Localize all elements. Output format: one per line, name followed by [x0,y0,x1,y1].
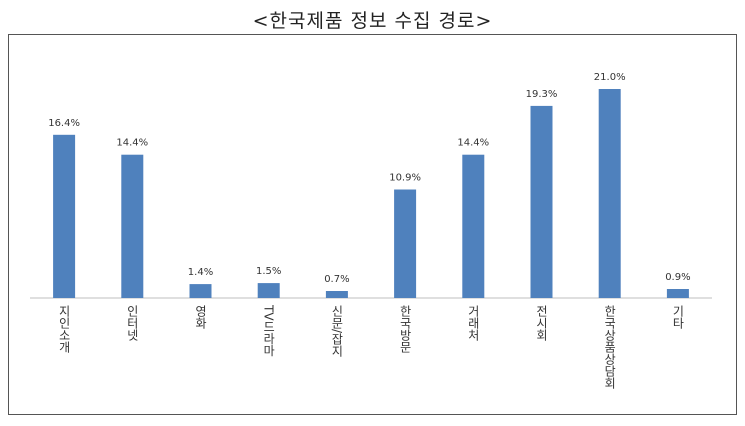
bar-0 [53,134,76,298]
category-label-9: 기타 [671,305,685,329]
bar-1 [121,154,144,298]
data-label-6: 14.4% [457,138,489,149]
data-label-4: 0.7% [324,274,349,285]
category-labels-group: 지인소개 인터넷 영화 TV드라마 신문/잡지 한국방문 거래처 전시회 한국상품상담회 기타 [57,304,685,389]
data-label-8: 21.0% [594,72,626,83]
category-label-7: 전시회 [535,305,549,341]
data-label-0: 16.4% [48,118,80,129]
category-label-1: 인터넷 [125,305,139,341]
data-label-9: 0.9% [665,272,690,283]
category-label-8: 한국상품상담회 [603,305,617,389]
category-label-3: TV드라마 [262,304,276,357]
category-label-6: 거래처 [466,305,480,341]
bar-6 [462,154,485,298]
category-label-5: 한국방문 [398,305,412,353]
category-label-2: 영화 [194,305,208,329]
bar-5 [394,189,417,298]
data-label-5: 10.9% [389,173,421,184]
bar-2 [189,284,212,298]
data-label-3: 1.5% [256,266,281,277]
category-label-4: 신문/잡지 [330,305,344,357]
bar-8 [598,89,621,298]
data-label-1: 14.4% [116,138,148,149]
chart-title: <한국제품 정보 수집 경로> [252,10,493,32]
bar-9 [666,289,689,298]
bar-3 [257,283,280,298]
data-label-2: 1.4% [188,267,213,278]
category-label-0: 지인소개 [57,305,71,353]
bar-7 [530,105,553,299]
bars-group [53,89,689,299]
data-label-7: 19.3% [526,89,558,100]
data-labels-group: 16.4% 14.4% 1.4% 1.5% 0.7% 10.9% 14.4% 19.3% 21.… [48,72,690,285]
bar-4 [325,291,348,298]
